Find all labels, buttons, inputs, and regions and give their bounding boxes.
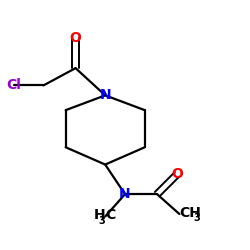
Text: O: O bbox=[171, 168, 183, 181]
Text: N: N bbox=[100, 88, 111, 102]
Text: 3: 3 bbox=[98, 216, 105, 226]
Text: CH: CH bbox=[180, 206, 201, 220]
Text: 3: 3 bbox=[193, 214, 200, 224]
Text: C: C bbox=[105, 208, 116, 222]
Text: H: H bbox=[94, 208, 105, 222]
Text: N: N bbox=[119, 187, 131, 201]
Text: Cl: Cl bbox=[6, 78, 21, 92]
Text: O: O bbox=[70, 32, 82, 46]
